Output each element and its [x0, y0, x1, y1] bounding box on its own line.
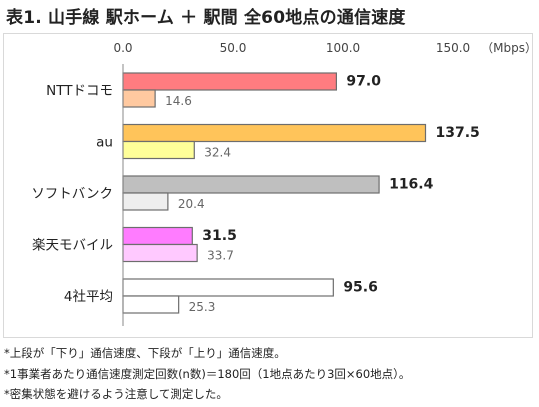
- tick-label: 100.0: [326, 41, 360, 55]
- tick-label: 150.0: [436, 41, 470, 55]
- chart-frame: [3, 33, 533, 338]
- category-label: au: [96, 135, 113, 151]
- bar-upload: [122, 140, 195, 160]
- footnotes: *上段が「下り」通信速度、下段が「上り」通信速度。 *1事業者あたり通信速度測定…: [4, 343, 410, 405]
- bar-upload: [122, 295, 180, 314]
- data-label-upload: 25.3: [189, 300, 216, 314]
- bar-chart: 0.0 50.0 100.0 150.0 （Mbps） NTTドコモ au ソフトバンク楽…: [31, 41, 537, 326]
- bar-upload: [122, 192, 169, 211]
- data-label-download: 31.5: [202, 228, 237, 244]
- data-label-upload: 14.6: [165, 94, 192, 108]
- data-label-upload: 33.7: [207, 249, 234, 263]
- data-label-upload: 20.4: [178, 197, 205, 211]
- bar-upload: [122, 89, 156, 108]
- data-label-download: 97.0: [346, 74, 381, 90]
- category-label: 楽天モバイル: [32, 238, 113, 254]
- unit-label: （Mbps）: [481, 41, 537, 55]
- bar-download: [122, 226, 193, 246]
- bar-download: [122, 72, 337, 91]
- category-label: 4社平均: [64, 289, 113, 305]
- bars: 97.0 14.6 137.5 32.4 116.4 20.4 31.5 33.7 95.6 25…: [122, 72, 480, 314]
- bar-download: [122, 175, 380, 194]
- data-label-download: 95.6: [343, 280, 378, 296]
- data-label-download: 116.4: [389, 177, 434, 193]
- category-label: ソフトバンク: [31, 186, 113, 202]
- x-axis-ticks: 0.0 50.0 100.0 150.0: [113, 41, 470, 55]
- footnote-3: *密集状態を避けるよう注意して測定した。: [4, 387, 228, 401]
- tick-label: 0.0: [113, 41, 132, 55]
- table-title: 表1. 山手線 駅ホーム ＋ 駅間 全60地点の通信速度: [6, 8, 406, 28]
- footnote-1: *上段が「下り」通信速度、下段が「上り」通信速度。: [4, 346, 286, 360]
- bar-download: [122, 123, 427, 143]
- data-label-download: 137.5: [436, 125, 480, 141]
- bar-upload: [122, 243, 198, 263]
- tick-label: 50.0: [220, 41, 247, 55]
- footnote-2: *1事業者あたり通信速度測定回数(n数)＝180回（1地点あたり3回×60地点）…: [4, 366, 411, 381]
- data-label-upload: 32.4: [204, 146, 231, 160]
- category-label: NTTドコモ: [46, 83, 113, 99]
- bar-download: [122, 278, 334, 297]
